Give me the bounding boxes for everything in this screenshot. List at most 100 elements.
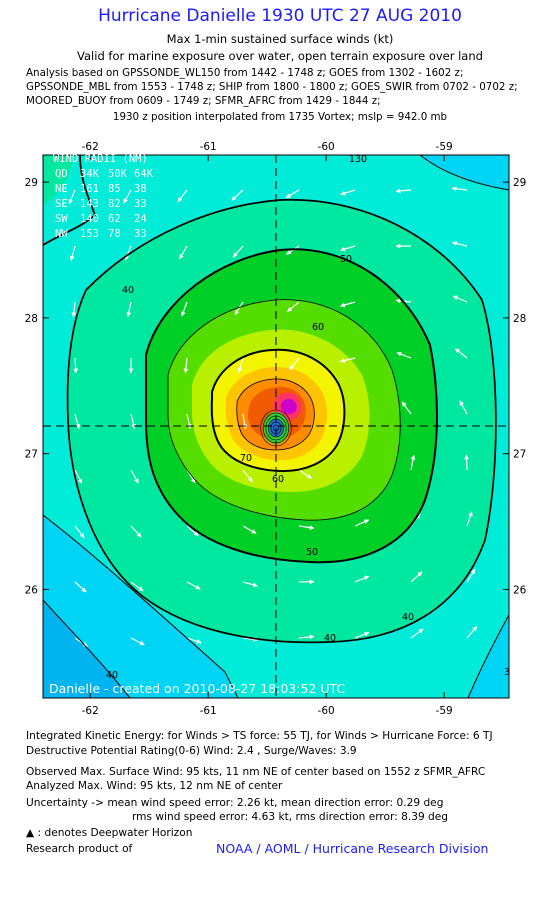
wind-vector	[130, 637, 145, 646]
analysis-line-2: GPSSONDE_MBL from 1553 - 1748 z; SHIP fr…	[26, 81, 518, 93]
wind-vector	[126, 301, 132, 318]
credit-text: Danielle - created on 2010-08-27 18:03:5…	[49, 681, 345, 696]
wind-vector	[71, 301, 77, 318]
wind-band-95+	[280, 398, 297, 414]
contour-line-1	[66, 198, 497, 644]
contour-label: 40	[122, 285, 134, 296]
wind-vector	[73, 357, 79, 374]
x-tick-label-bottom: -61	[200, 705, 217, 717]
wind-vector	[124, 245, 132, 261]
contour-label: 30	[504, 667, 516, 678]
wind-vector	[242, 525, 257, 534]
wind-vector	[186, 637, 202, 644]
contour-line-2	[145, 248, 438, 564]
wind-vector	[130, 525, 142, 538]
wind-vector	[466, 626, 478, 639]
wind-vector	[237, 357, 244, 373]
wind-vector	[410, 628, 424, 639]
wind-vector	[354, 575, 370, 583]
y-tick-label-right: 26	[513, 584, 527, 596]
wind-vector	[234, 301, 244, 316]
chart-subtitle-exposure: Valid for marine exposure over water, op…	[77, 49, 483, 63]
contour-line-5	[236, 378, 315, 451]
wind-vector	[186, 581, 201, 590]
x-tick-label-bottom: -62	[82, 705, 99, 717]
wind-radii-cell: 85	[108, 183, 121, 195]
wind-vector	[298, 634, 315, 640]
plot-frame	[42, 154, 510, 699]
contour-label: 50	[340, 254, 352, 265]
chart-title: Hurricane Danielle 1930 UTC 27 AUG 2010	[98, 6, 462, 26]
wind-radii-cell: SW	[55, 213, 68, 225]
uncertainty-line-1: Uncertainty -> mean wind speed error: 2.…	[26, 797, 444, 809]
wind-radii-cell: 50K	[108, 168, 128, 180]
y-tick-label-left: 28	[25, 313, 38, 325]
wind-radii-cell: 33	[134, 198, 147, 210]
contour-label: 40	[402, 612, 414, 623]
hrd-link[interactable]: NOAA / AOML / Hurricane Research Divisio…	[216, 841, 489, 856]
y-tick-label-left: 29	[25, 177, 38, 189]
wind-vector	[130, 469, 139, 484]
wind-vector	[410, 571, 423, 583]
wind-vector	[339, 357, 356, 363]
wind-vector	[354, 631, 370, 639]
wind-vector	[74, 413, 81, 429]
y-tick-label-left: 26	[25, 584, 39, 596]
wind-vector	[459, 400, 468, 415]
wind-vector	[74, 469, 83, 484]
x-tick-label-top: -62	[82, 141, 99, 153]
wind-vector	[69, 245, 76, 261]
wind-radii-cell: QD	[55, 168, 68, 180]
wind-vector	[464, 454, 469, 471]
wind-radii-cell: NE	[55, 183, 68, 195]
wind-radii-cell: 24	[134, 213, 147, 225]
wind-vector	[130, 581, 144, 592]
research-label: Research product of	[26, 843, 133, 855]
wind-radii-cell: SE	[55, 198, 68, 210]
contour-label: 130	[349, 154, 367, 165]
wind-vector	[183, 357, 189, 374]
wind-vector	[395, 188, 412, 194]
wind-radii-cell: 140	[80, 213, 99, 225]
triangle-icon: ▲	[26, 827, 35, 839]
wind-vector	[181, 301, 188, 317]
wind-vector	[451, 241, 468, 247]
dpr-line: Destructive Potential Rating(0-6) Wind: …	[26, 745, 357, 757]
wind-vector	[289, 357, 300, 371]
wind-vector	[177, 189, 188, 203]
wind-radii-cell: 62	[108, 213, 121, 225]
y-tick-label-left: 27	[25, 449, 38, 461]
wind-vector	[451, 186, 468, 192]
x-tick-label-top: -61	[200, 141, 217, 153]
contour-line-6	[43, 514, 239, 698]
wind-radii-cell: 78	[108, 228, 121, 240]
contour-label: 60	[272, 474, 284, 485]
wind-vector	[396, 351, 412, 359]
wind-vector	[186, 525, 199, 537]
contour-label: 40	[106, 670, 118, 681]
chart-subtitle: Max 1-min sustained surface winds (kt)	[166, 32, 394, 46]
wind-vector	[454, 348, 468, 359]
wind-radii-cell: NW	[55, 228, 68, 240]
x-tick-label-bottom: -60	[318, 705, 335, 717]
wind-vector	[242, 469, 253, 483]
wind-radii-cell: 82	[108, 198, 121, 210]
contour-label: 70	[240, 453, 252, 464]
wind-radii-cell: 161	[80, 183, 99, 195]
wind-radii-cell: 143	[80, 198, 99, 210]
wind-radii-table: WIND RADII (NM) QD 34K 50K 64K NE 161 85 38 SE 143…	[53, 153, 154, 240]
wind-vector	[298, 469, 312, 479]
ike-line: Integrated Kinetic Energy: for Winds > T…	[26, 730, 493, 742]
contour-line-4	[210, 348, 346, 473]
wind-vector	[123, 189, 132, 204]
wind-vector	[232, 245, 244, 258]
contour-label: 60	[312, 322, 324, 333]
x-tick-label-top: -60	[318, 141, 335, 153]
contour-label: 40	[324, 633, 336, 644]
wind-vector	[452, 295, 468, 303]
wind-vector	[231, 189, 244, 201]
wind-radii-cell: 34K	[80, 168, 100, 180]
wind-vector	[74, 581, 87, 593]
contour-line-10	[43, 599, 131, 698]
wind-vector	[242, 637, 259, 642]
